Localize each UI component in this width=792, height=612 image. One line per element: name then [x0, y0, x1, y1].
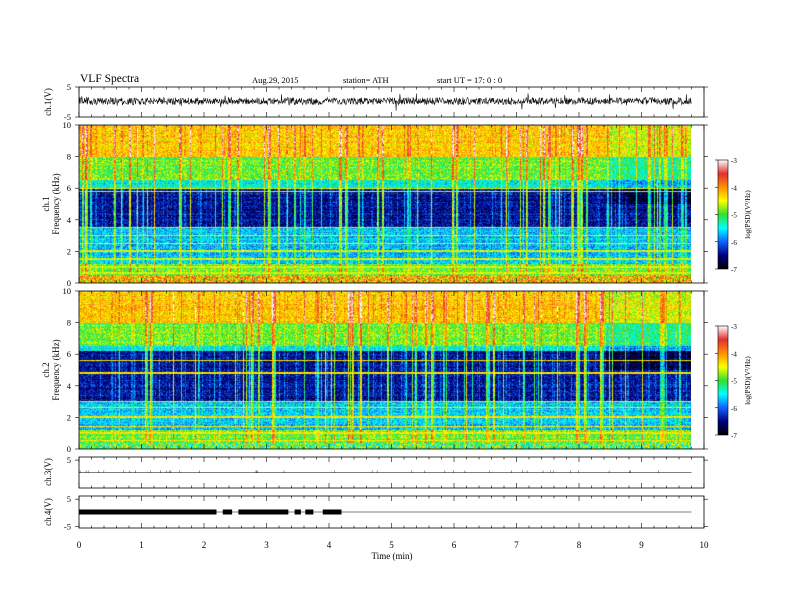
ch2-freq-tick-label: 10: [63, 286, 72, 296]
ch1-freq-tick-label: 6: [67, 183, 71, 193]
colorbar-tick-label: -7: [731, 266, 737, 274]
ch1-freq-tick-label: 8: [67, 152, 71, 162]
colorbar-tick-label: -6: [731, 239, 737, 247]
ch4-spike-block: [238, 509, 289, 515]
chart-title: VLF Spectra: [80, 73, 140, 85]
ch3-tick-label: 5: [67, 455, 71, 465]
ch4-spike-block: [322, 509, 342, 515]
x-tick-label: 8: [577, 540, 582, 550]
ch1-spectrogram-label: ch.1: [41, 196, 51, 211]
ch1-freq-tick-label: 0: [67, 278, 71, 288]
colorbar-tick-label: -3: [731, 323, 737, 331]
station-label: station= ATH: [343, 75, 389, 85]
ch2-freq-tick-label: 0: [67, 444, 71, 454]
ch3-ylabel: ch.3(V): [43, 458, 53, 486]
colorbar-1: [717, 159, 729, 270]
ch1-frequency-label: Frequency (kHz): [51, 173, 61, 234]
colorbar-tick-label: -6: [731, 405, 737, 413]
ch2-spectrogram-label: ch.2: [41, 362, 51, 377]
start-time-label: start UT = 17: 0 : 0: [437, 75, 503, 85]
ch4-spike-block: [305, 509, 314, 515]
ch2-freq-tick-label: 4: [67, 381, 72, 391]
x-tick-label: 4: [327, 540, 332, 550]
colorbar-tick-label: -7: [731, 432, 737, 440]
colorbar-tick-label: -5: [731, 378, 737, 386]
x-axis-label: Time (min): [372, 551, 413, 561]
date-label: Aug.29, 2015: [252, 75, 299, 85]
x-tick-label: 1: [139, 540, 144, 550]
ch4-spike-block: [79, 509, 217, 515]
colorbar-tick-label: -5: [731, 212, 737, 220]
ch2-freq-tick-label: 8: [67, 318, 71, 328]
x-tick-label: 9: [639, 540, 644, 550]
ch1-tick-label: -5: [64, 112, 71, 122]
x-tick-label: 5: [389, 540, 394, 550]
ch4-ylabel: ch.4(V): [43, 498, 53, 526]
x-tick-label: 10: [700, 540, 710, 550]
colorbar-2: [717, 325, 729, 436]
spectrogram-ch.2: [79, 291, 691, 449]
ch1-freq-tick-label: 4: [67, 215, 72, 225]
colorbar-label: log(PSD)(V²/Hz): [744, 190, 752, 239]
spectrogram-ch.1: [79, 125, 691, 283]
colorbar-tick-label: -3: [731, 157, 737, 165]
ch1-ylabel: ch.1(V): [43, 88, 53, 116]
ch1-freq-tick-label: 10: [63, 120, 72, 130]
x-tick-label: 7: [514, 540, 519, 550]
plot-content: [78, 93, 692, 515]
ch4-tick-label: 5: [67, 494, 71, 504]
ch2-freq-tick-label: 2: [67, 412, 71, 422]
ch2-freq-tick-label: 6: [67, 349, 71, 359]
ch4-tick-label: -5: [64, 521, 71, 531]
x-tick-label: 6: [452, 540, 457, 550]
colorbar-tick-label: -4: [731, 350, 737, 358]
x-tick-label: 2: [202, 540, 207, 550]
plot-frames: [75, 86, 729, 529]
ch1-waveform: [78, 93, 692, 111]
ch2-frequency-label: Frequency (kHz): [51, 339, 61, 400]
x-tick-label: 3: [264, 540, 269, 550]
colorbar-label: log(PSD)(V²/Hz): [744, 356, 752, 405]
x-tick-label: 0: [77, 540, 82, 550]
ch4-spike-block: [222, 509, 233, 515]
ch1-tick-label: 5: [67, 82, 71, 92]
colorbar-tick-label: -4: [731, 184, 737, 192]
ch1-freq-tick-label: 2: [67, 246, 71, 256]
ch4-spike-block: [294, 509, 301, 515]
